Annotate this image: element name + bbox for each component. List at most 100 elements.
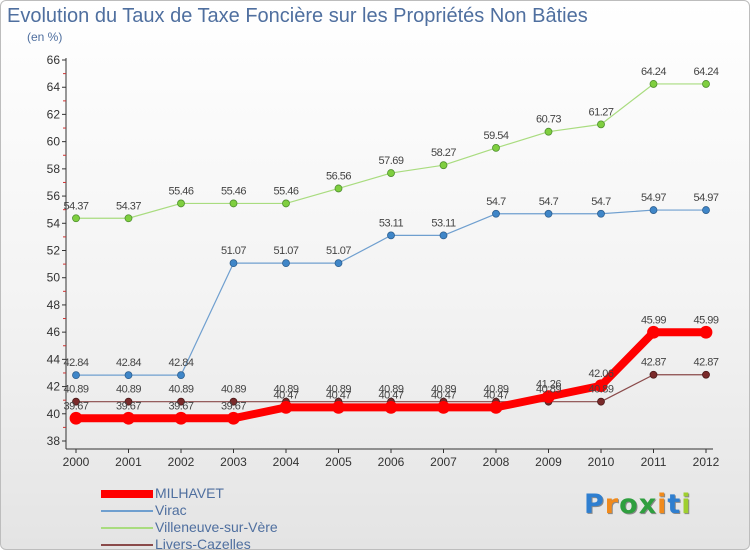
data-point [229,199,238,208]
data-point [649,80,658,88]
y-tick-label: 42 [47,380,61,394]
data-label: 54.7 [591,196,611,208]
data-label: 40.89 [431,384,456,396]
data-point [439,231,448,240]
legend-label: Livers-Cazelles [155,536,251,550]
y-tick-label: 52 [47,244,61,258]
data-point [649,370,658,379]
data-labels-layer: 54.37 54.37 55.46 55.46 55.46 56.56 57.69 58.27… [63,66,719,412]
data-point [124,214,133,223]
y-tick-label: 64 [47,80,61,94]
data-label: 41.26 [536,379,561,391]
logo-letter: r [604,489,620,520]
data-label: 64.24 [641,66,666,78]
data-point [282,199,290,208]
data-point [122,411,135,425]
logo-letter: i [681,489,692,520]
data-point [229,397,238,406]
data-label: 51.07 [273,245,298,257]
data-label: 54.37 [116,200,141,212]
x-tick-label: 2010 [588,455,615,469]
data-point [702,370,710,379]
data-label: 39.67 [63,400,88,412]
data-point [229,259,238,268]
data-label: 40.89 [221,384,246,396]
x-tick-label: 2002 [168,455,195,469]
data-label: 53.11 [379,217,404,229]
logo-letter: o [619,489,639,520]
x-tick-label: 2003 [220,455,247,469]
data-point [597,209,605,218]
data-label: 59.54 [483,130,508,142]
x-tick-label: 2006 [378,455,405,469]
data-point [437,400,450,414]
data-label: 40.89 [326,384,351,396]
legend-label: MILHAVET [155,485,224,501]
legend-swatch [101,543,153,546]
data-point [279,400,293,414]
data-point [124,371,133,380]
data-point [439,161,448,170]
axes: 38 40 42 44 46 48 50 52 54 56 58 60 62 64 66 2000 2001 20… [47,53,720,469]
data-label: 40.89 [168,384,193,396]
legend-swatch [101,509,153,512]
y-tick-label: 48 [47,298,61,312]
data-point [174,411,188,425]
data-label: 55.46 [168,185,193,197]
x-tick-label: 2004 [273,455,300,469]
data-label: 40.47 [326,389,351,401]
data-label: 61.27 [588,106,613,118]
data-point [542,390,555,404]
data-label: 54.7 [486,196,506,208]
chart-title: Evolution du Taux de Taxe Foncière sur l… [7,5,588,27]
logo-letter: x [638,489,658,520]
data-label: 40.89 [378,384,403,396]
logo-letter: t [667,489,682,520]
x-tick-label: 2009 [535,455,562,469]
data-label: 39.67 [116,400,141,412]
x-tick-label: 2012 [693,455,720,469]
data-label: 39.67 [221,400,246,412]
data-point [544,209,553,218]
data-point [594,379,608,393]
data-point [177,371,185,380]
data-label: 42.84 [168,357,193,369]
data-label: 40.89 [483,384,508,396]
data-point [492,209,500,218]
data-point [334,259,343,268]
x-tick-label: 2005 [325,455,352,469]
data-label: 40.47 [273,389,298,401]
data-point [597,397,605,406]
data-point [124,397,133,406]
data-point [699,325,713,339]
series-line-villeneuve-sur-v-re [75,83,707,219]
data-label: 58.27 [431,147,456,159]
series-layer [69,80,713,425]
legend-swatch [101,489,153,498]
data-label: 40.47 [378,389,403,401]
logo-letter: P [584,489,605,520]
y-tick-label: 60 [47,135,61,149]
data-label: 40.89 [536,384,561,396]
data-point [72,214,80,223]
x-tick-label: 2001 [115,455,142,469]
chart-subtitle: (en %) [27,30,63,44]
data-label: 57.69 [378,155,403,167]
y-tick-label: 62 [47,107,61,121]
proxiti-logo: Proxiti [584,489,692,520]
y-tick-label: 44 [47,352,61,366]
data-point [282,259,290,268]
data-point [702,206,710,214]
data-point [72,371,80,380]
x-tick-label: 2008 [483,455,510,469]
data-point [72,397,80,406]
data-label: 54.7 [539,196,559,208]
data-label: 39.67 [168,400,193,412]
data-point [492,144,500,152]
data-label: 40.89 [273,384,298,396]
data-label: 45.99 [693,314,718,326]
data-point [649,206,658,214]
data-point [702,80,710,88]
x-tick-label: 2011 [641,455,667,469]
